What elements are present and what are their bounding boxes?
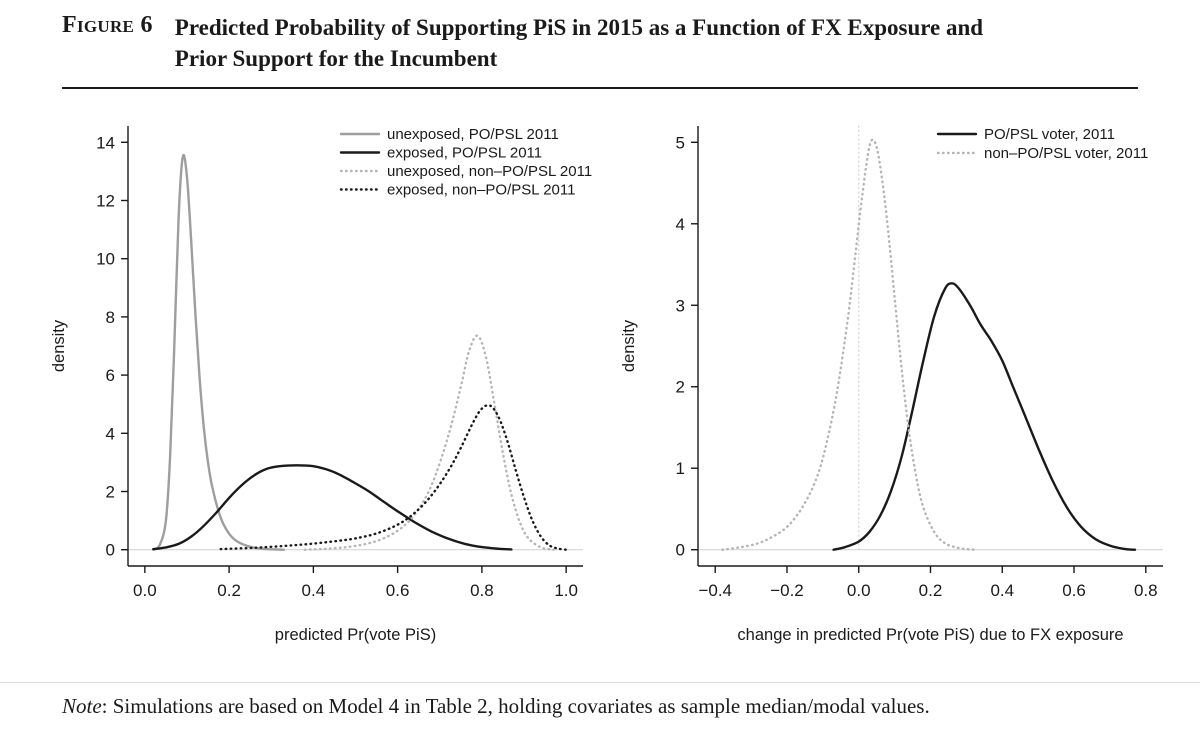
y-tick-label: 2 <box>106 483 115 502</box>
figure-title-line2: Prior Support for the Incumbent <box>174 46 498 72</box>
y-tick-label: 0 <box>106 541 115 560</box>
x-tick-label: 0.4 <box>302 581 326 600</box>
y-tick-label: 2 <box>676 378 685 397</box>
x-tick-label: 0.6 <box>386 581 410 600</box>
note-text: : Simulations are based on Model 4 in Ta… <box>101 694 930 718</box>
x-tick-label: 0.4 <box>990 581 1014 600</box>
figure-panels: 0.0 0.2 0.4 0.6 0.8 1.0 0 2 4 6 8 10 12 14 predicted P… <box>28 96 1188 681</box>
x-tick-label: −0.4 <box>698 581 732 600</box>
x-tick-label: 1.0 <box>554 581 578 600</box>
legend-label: non–PO/PSL voter, 2011 <box>984 145 1148 162</box>
figure-label: Figure 6 <box>62 12 153 38</box>
legend-label: PO/PSL voter, 2011 <box>984 126 1115 143</box>
x-tick-label: 0.8 <box>470 581 494 600</box>
x-axis-title: change in predicted Pr(vote PiS) due to … <box>737 626 1123 644</box>
legend-label: unexposed, non–PO/PSL 2011 <box>387 163 592 180</box>
curve-non-po-psl-voter-2011 <box>721 138 975 551</box>
x-tick-label: 0.2 <box>919 581 943 600</box>
y-tick-label: 6 <box>106 366 115 385</box>
y-tick-label: 4 <box>106 424 115 443</box>
y-tick-label: 4 <box>676 215 685 234</box>
y-tick-label: 12 <box>96 191 115 210</box>
curve-unexposed-po-psl-2011 <box>152 153 286 551</box>
y-tick-label: 3 <box>676 296 685 315</box>
title-divider-rule <box>62 87 1138 89</box>
y-tick-label: 0 <box>676 541 685 560</box>
figure-note: Note: Simulations are based on Model 4 i… <box>62 694 930 719</box>
legend-label: unexposed, PO/PSL 2011 <box>387 126 559 143</box>
curve-exposed-non-po-psl-2011 <box>219 403 568 551</box>
figure-title-line1: Predicted Probability of Supporting PiS … <box>174 15 984 40</box>
y-tick-label: 5 <box>676 133 685 152</box>
x-tick-label: 0.2 <box>217 581 241 600</box>
x-axis-title: predicted Pr(vote PiS) <box>275 626 436 644</box>
x-tick-label: 0.0 <box>847 581 871 600</box>
y-axis-title: density <box>620 319 638 372</box>
legend-label: exposed, PO/PSL 2011 <box>387 145 542 162</box>
figure-header: Figure 6 Predicted Probability of Suppor… <box>62 12 1138 74</box>
curve-exposed-po-psl-2011 <box>152 464 513 551</box>
y-tick-label: 10 <box>96 250 115 269</box>
legend-label: exposed, non–PO/PSL 2011 <box>387 182 575 199</box>
x-tick-label: −0.2 <box>770 581 804 600</box>
note-label: Note <box>62 694 102 718</box>
x-tick-label: 0.6 <box>1062 581 1086 600</box>
y-axis-title: density <box>50 319 68 372</box>
figure-title: Predicted Probability of Supporting PiS … <box>175 12 983 74</box>
x-tick-label: 0.0 <box>133 581 157 600</box>
left-density-plot: 0.0 0.2 0.4 0.6 0.8 1.0 0 2 4 6 8 10 12 14 predicted P… <box>50 126 592 644</box>
curve-unexposed-non-po-psl-2011 <box>303 334 555 551</box>
note-divider-rule <box>0 682 1200 683</box>
x-tick-label: 0.8 <box>1134 581 1158 600</box>
y-tick-label: 1 <box>676 459 685 478</box>
y-tick-label: 14 <box>96 133 115 152</box>
y-tick-label: 8 <box>106 308 115 327</box>
right-density-plot: −0.4 −0.2 0.0 0.2 0.4 0.6 0.8 0 1 2 3 4 5 change in p… <box>620 125 1163 644</box>
curve-po-psl-voter-2011 <box>832 282 1137 551</box>
